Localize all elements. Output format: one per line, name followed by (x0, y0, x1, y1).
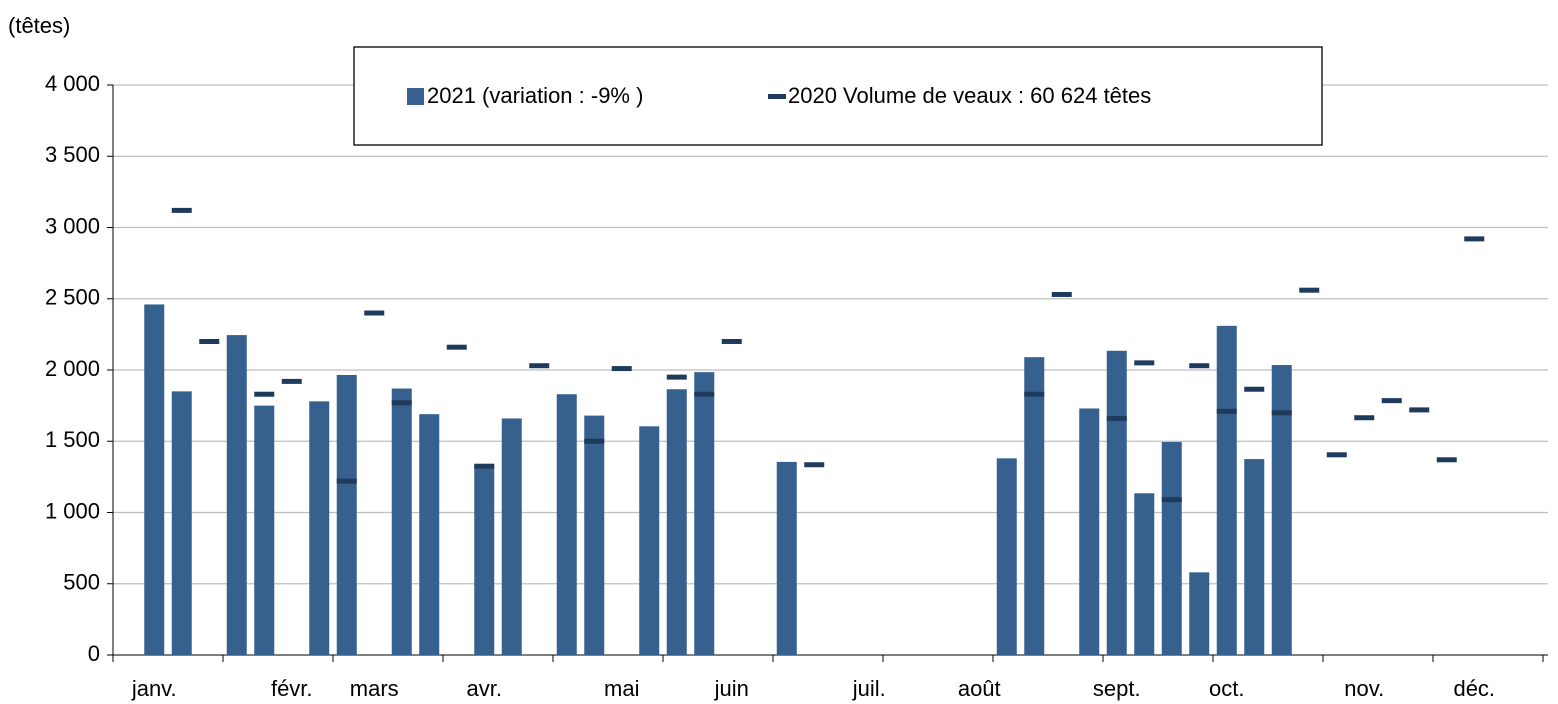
legend-swatch (768, 94, 786, 99)
bar (1189, 572, 1210, 655)
dash (1161, 497, 1182, 503)
legend-box (353, 46, 1323, 146)
bar (391, 388, 412, 655)
y-axis-label: (têtes) (8, 13, 70, 38)
dash (1024, 391, 1045, 397)
x-tick-label: juil. (852, 676, 886, 701)
dash (1134, 360, 1155, 366)
y-tick-label: 500 (63, 570, 100, 595)
x-tick-label: mai (604, 676, 639, 701)
bar (419, 414, 440, 655)
dash (611, 366, 632, 372)
bar (694, 372, 715, 655)
dash (1271, 410, 1292, 416)
bar (474, 465, 495, 655)
bar (501, 418, 522, 655)
y-tick-label: 3 000 (45, 213, 100, 238)
dash (199, 339, 220, 344)
dash (1216, 408, 1237, 414)
bar (1271, 365, 1292, 655)
dash (804, 462, 825, 468)
dash (364, 310, 385, 316)
y-tick-label: 0 (88, 641, 100, 666)
bar (171, 391, 192, 655)
dash (336, 478, 357, 484)
dash (391, 400, 412, 406)
bar (1106, 350, 1127, 655)
y-tick-label: 1 500 (45, 427, 100, 452)
x-tick-label: avr. (467, 676, 502, 701)
dash (529, 363, 550, 369)
bar (996, 458, 1017, 655)
bar (309, 401, 330, 655)
x-tick-label: août (958, 676, 1001, 701)
dash (1436, 457, 1457, 463)
dash (1106, 415, 1127, 421)
x-tick-label: oct. (1209, 676, 1244, 701)
dash (1189, 363, 1210, 369)
y-tick-label: 2 500 (45, 285, 100, 310)
dash (254, 391, 275, 397)
dash (584, 438, 605, 444)
dash (446, 344, 467, 350)
bar (144, 304, 165, 655)
dash (1299, 287, 1320, 293)
legend-swatch (407, 88, 424, 105)
bar (776, 461, 797, 655)
legend-label: 2020 Volume de veaux : 60 624 têtes (788, 83, 1151, 108)
dash (1409, 407, 1430, 413)
x-tick-label: juin (714, 676, 749, 701)
legend-label: 2021 (variation : -9% ) (427, 83, 643, 108)
x-tick-label: févr. (271, 676, 313, 701)
y-tick-label: 4 000 (45, 71, 100, 96)
bar (1024, 357, 1045, 655)
bar (1134, 493, 1155, 655)
bar (1216, 325, 1237, 655)
bar (1079, 408, 1100, 655)
dash (1051, 291, 1072, 297)
dash (721, 339, 742, 344)
dash (474, 463, 495, 469)
dash (1326, 452, 1347, 458)
dash (1354, 415, 1375, 421)
x-tick-label: déc. (1453, 676, 1495, 701)
y-tick-label: 1 000 (45, 498, 100, 523)
dash (1381, 398, 1402, 404)
y-tick-label: 3 500 (45, 142, 100, 167)
bar (336, 374, 357, 655)
dash (1464, 236, 1485, 242)
bar (584, 415, 605, 655)
dash (1244, 386, 1265, 392)
x-tick-label: mars (350, 676, 399, 701)
y-tick-label: 2 000 (45, 356, 100, 381)
bar (254, 405, 275, 655)
bar (1161, 441, 1182, 655)
x-tick-label: nov. (1344, 676, 1384, 701)
dash (171, 207, 192, 213)
bar (556, 394, 577, 655)
dash (666, 374, 687, 380)
bar (639, 426, 660, 655)
dash (694, 391, 715, 397)
bar (666, 389, 687, 655)
dash (281, 378, 302, 384)
bar (1244, 459, 1265, 655)
x-tick-label: sept. (1093, 676, 1141, 701)
bar (226, 335, 247, 655)
x-tick-label: janv. (131, 676, 177, 701)
